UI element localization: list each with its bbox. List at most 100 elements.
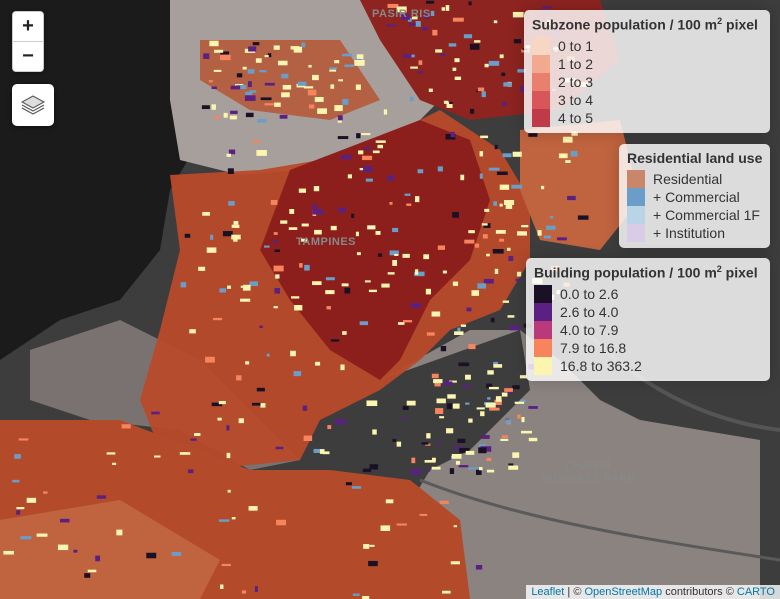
building — [290, 350, 296, 357]
building — [315, 361, 321, 366]
building — [222, 231, 233, 237]
building — [307, 89, 317, 96]
legend-building-swatch — [534, 356, 552, 375]
building — [293, 371, 302, 377]
building — [437, 166, 443, 172]
building — [501, 72, 506, 77]
building — [502, 153, 512, 158]
building — [385, 499, 394, 504]
zoom-out-button[interactable]: − — [22, 45, 34, 67]
building — [277, 60, 288, 66]
building — [541, 185, 545, 190]
building — [189, 329, 196, 334]
building — [276, 519, 287, 526]
building — [401, 416, 405, 420]
building — [218, 400, 226, 405]
building — [476, 407, 485, 410]
building — [342, 331, 347, 335]
building — [480, 411, 485, 417]
building — [364, 147, 371, 150]
leaflet-link[interactable]: Leaflet — [531, 586, 565, 598]
place-label-changi: CHANGI BUSINESS PARK — [540, 460, 636, 486]
building — [452, 67, 457, 72]
building — [484, 63, 489, 68]
legend-building-title: Building population / 100 m2 pixel — [534, 264, 758, 281]
building — [469, 43, 480, 50]
building — [442, 270, 447, 274]
legend-building-item: 7.9 to 16.8 — [534, 338, 762, 357]
building — [460, 324, 467, 327]
building — [440, 345, 447, 352]
building — [494, 268, 499, 274]
building — [451, 453, 462, 459]
building — [452, 281, 459, 286]
building — [245, 91, 253, 96]
building — [242, 284, 251, 291]
building — [227, 489, 231, 493]
building — [474, 243, 480, 248]
building — [325, 277, 335, 281]
building — [190, 438, 197, 441]
building — [486, 457, 492, 462]
building — [505, 419, 512, 424]
building — [362, 155, 373, 161]
legend-landuse-label: + Commercial — [653, 189, 740, 205]
attrib-sep: | © — [564, 586, 585, 598]
building — [570, 150, 578, 157]
legend-subzone-swatch — [532, 36, 550, 55]
building — [519, 399, 526, 402]
building — [511, 184, 523, 189]
legend-building-swatch — [534, 302, 552, 321]
building — [479, 173, 483, 179]
carto-link[interactable]: CARTO — [736, 586, 775, 598]
building — [479, 443, 486, 448]
building — [203, 53, 210, 59]
building — [151, 411, 160, 415]
building — [211, 104, 216, 110]
building — [468, 344, 476, 350]
building — [504, 200, 515, 205]
building — [252, 140, 261, 143]
building — [387, 175, 394, 181]
building — [377, 144, 384, 149]
building — [410, 303, 421, 309]
building — [454, 58, 460, 63]
building — [443, 381, 453, 386]
building — [426, 332, 435, 336]
building — [452, 17, 464, 22]
building — [275, 274, 280, 279]
building — [327, 425, 332, 430]
subzone-south-west — [0, 500, 220, 599]
building — [314, 96, 324, 102]
zoom-in-button[interactable]: + — [13, 12, 43, 42]
building — [406, 400, 416, 406]
layers-control-button[interactable] — [12, 84, 54, 126]
building — [387, 272, 395, 275]
building — [363, 544, 370, 549]
osm-link[interactable]: OpenStreetMap — [584, 586, 663, 598]
building — [59, 518, 70, 523]
building — [403, 53, 412, 58]
legend-subzone-item: 0 to 1 — [532, 36, 762, 55]
building — [233, 220, 239, 225]
building — [184, 233, 191, 238]
building — [264, 82, 275, 86]
building — [312, 209, 324, 215]
building — [513, 39, 522, 44]
building — [488, 167, 500, 171]
building — [338, 207, 346, 213]
building — [220, 51, 230, 56]
building — [409, 96, 414, 101]
building — [325, 290, 335, 295]
building — [20, 536, 32, 540]
legend-landuse-title: Residential land use — [627, 150, 763, 166]
place-label-tampines: TAMPINES — [296, 236, 357, 248]
building — [486, 253, 490, 257]
building — [487, 397, 491, 400]
building — [303, 86, 314, 89]
legend-building-item: 2.6 to 4.0 — [534, 302, 762, 321]
building — [474, 40, 481, 43]
building — [257, 119, 267, 123]
building — [543, 235, 552, 239]
